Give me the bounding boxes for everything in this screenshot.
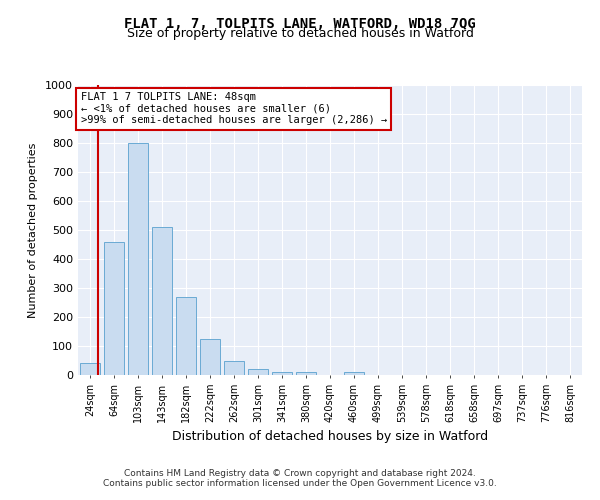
Bar	[176, 296, 196, 375]
Text: FLAT 1, 7, TOLPITS LANE, WATFORD, WD18 7QG: FLAT 1, 7, TOLPITS LANE, WATFORD, WD18 7…	[124, 18, 476, 32]
X-axis label: Distribution of detached houses by size in Watford: Distribution of detached houses by size …	[172, 430, 488, 444]
Bar	[128, 143, 148, 375]
Bar	[200, 339, 220, 375]
Y-axis label: Number of detached properties: Number of detached properties	[28, 142, 38, 318]
Bar	[224, 360, 244, 375]
Bar	[344, 372, 364, 375]
Text: Size of property relative to detached houses in Watford: Size of property relative to detached ho…	[127, 28, 473, 40]
Bar	[296, 372, 316, 375]
Bar	[104, 242, 124, 375]
Bar	[152, 227, 172, 375]
Text: FLAT 1 7 TOLPITS LANE: 48sqm
← <1% of detached houses are smaller (6)
>99% of se: FLAT 1 7 TOLPITS LANE: 48sqm ← <1% of de…	[80, 92, 387, 126]
Text: Contains HM Land Registry data © Crown copyright and database right 2024.: Contains HM Land Registry data © Crown c…	[124, 468, 476, 477]
Bar	[248, 368, 268, 375]
Bar	[272, 372, 292, 375]
Text: Contains public sector information licensed under the Open Government Licence v3: Contains public sector information licen…	[103, 478, 497, 488]
Bar	[80, 364, 100, 375]
